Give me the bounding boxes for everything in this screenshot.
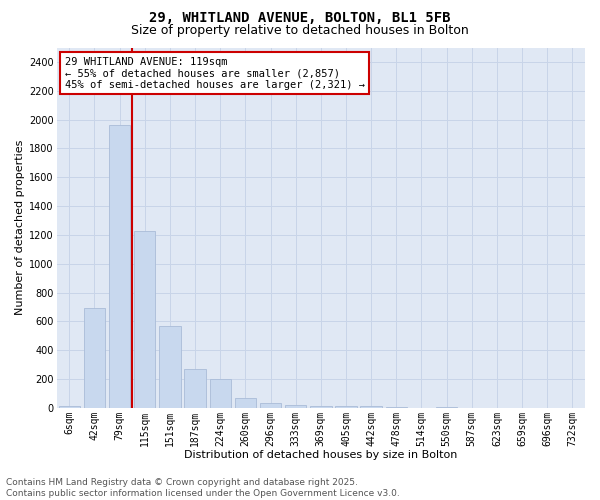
Bar: [109, 126, 130, 408]
Bar: [159, 326, 181, 408]
Bar: [134, 230, 155, 408]
Bar: [184, 369, 206, 408]
Bar: [361, 406, 382, 408]
Bar: [436, 407, 457, 408]
Bar: [310, 406, 332, 408]
Bar: [260, 403, 281, 408]
Text: 29, WHITLAND AVENUE, BOLTON, BL1 5FB: 29, WHITLAND AVENUE, BOLTON, BL1 5FB: [149, 11, 451, 25]
Bar: [335, 406, 356, 408]
Bar: [84, 308, 105, 408]
X-axis label: Distribution of detached houses by size in Bolton: Distribution of detached houses by size …: [184, 450, 458, 460]
Text: Contains HM Land Registry data © Crown copyright and database right 2025.
Contai: Contains HM Land Registry data © Crown c…: [6, 478, 400, 498]
Bar: [285, 405, 307, 408]
Bar: [386, 407, 407, 408]
Bar: [235, 398, 256, 408]
Y-axis label: Number of detached properties: Number of detached properties: [15, 140, 25, 316]
Bar: [59, 406, 80, 408]
Text: 29 WHITLAND AVENUE: 119sqm
← 55% of detached houses are smaller (2,857)
45% of s: 29 WHITLAND AVENUE: 119sqm ← 55% of deta…: [65, 56, 365, 90]
Text: Size of property relative to detached houses in Bolton: Size of property relative to detached ho…: [131, 24, 469, 37]
Bar: [209, 379, 231, 408]
